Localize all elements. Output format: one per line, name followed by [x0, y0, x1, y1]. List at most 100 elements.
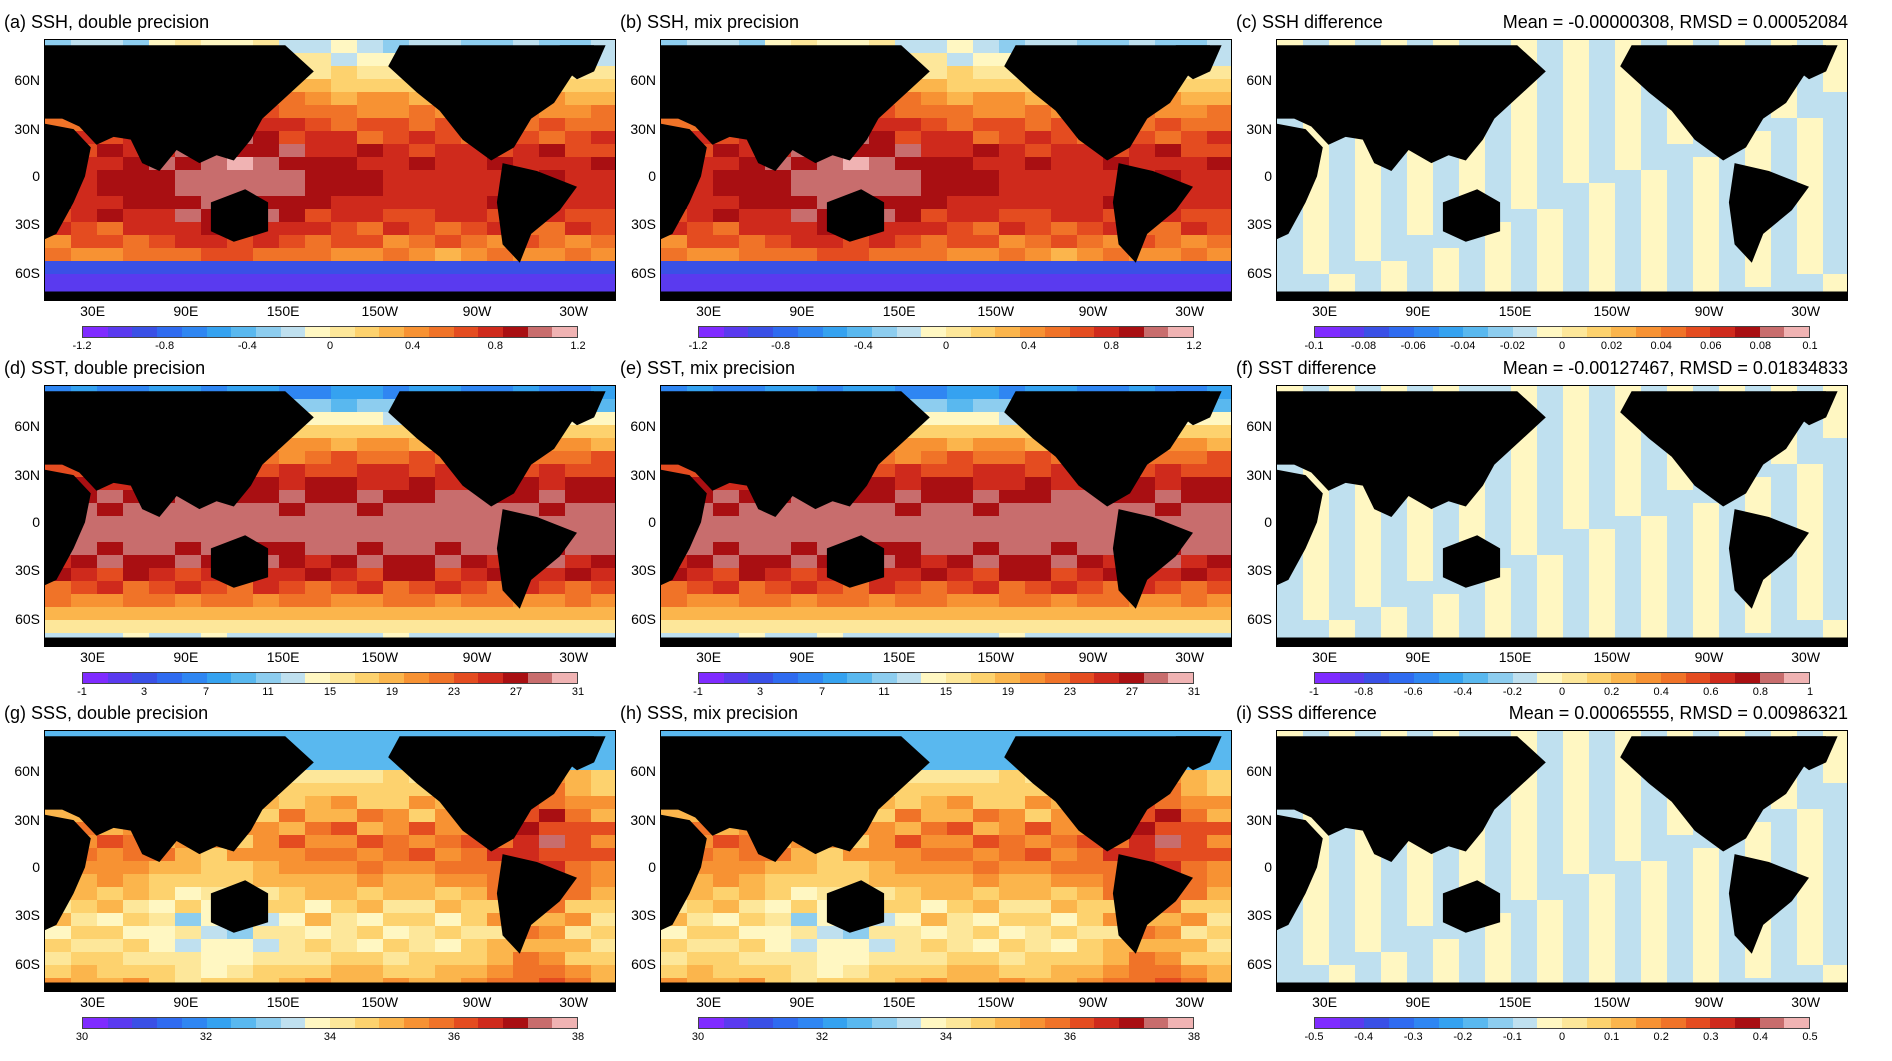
field-cell [1771, 620, 1798, 634]
field-cell [461, 581, 488, 595]
field-cell [895, 926, 922, 940]
lon-label: 90W [1694, 994, 1724, 1010]
field-cell [739, 991, 766, 992]
field-cell [305, 144, 332, 158]
colorbar-tick-label: 11 [878, 686, 890, 698]
field-cell [1433, 529, 1460, 543]
field-cell [895, 620, 922, 634]
field-cell [1103, 646, 1130, 647]
field-cell [279, 131, 306, 145]
field-cell [1589, 835, 1616, 849]
field-cell [279, 235, 306, 249]
field-cell [661, 646, 688, 647]
colorbar-swatch [379, 1018, 405, 1028]
field-cell [513, 144, 540, 158]
field-cell [999, 796, 1026, 810]
field-cell [739, 646, 766, 647]
land-south-america [496, 509, 577, 609]
field-cell [1511, 822, 1538, 836]
field-cell [1207, 261, 1231, 275]
field-cell [895, 848, 922, 862]
field-cell [1615, 874, 1642, 888]
field-cell [1485, 183, 1512, 197]
colorbar-swatch [995, 1018, 1021, 1028]
field-cell [895, 183, 922, 197]
colorbar-swatch [1784, 1018, 1810, 1028]
field-cell [739, 874, 766, 888]
field-cell [713, 183, 740, 197]
field-cell [1303, 261, 1330, 275]
field-cell [791, 926, 818, 940]
field-cell [1693, 170, 1720, 184]
field-cell [1667, 594, 1694, 608]
field-cell [1589, 235, 1616, 249]
field-cell [1303, 235, 1330, 249]
field-cell [1207, 170, 1231, 184]
field-cell [1207, 412, 1231, 426]
field-cell [947, 874, 974, 888]
field-cell [539, 848, 566, 862]
field-cell [1051, 170, 1078, 184]
field-cell [1025, 620, 1052, 634]
field-cell [45, 926, 72, 940]
field-cell [331, 796, 358, 810]
colorbar-swatch [1339, 1018, 1365, 1028]
field-cell [973, 196, 1000, 210]
land-antarctica [45, 291, 615, 300]
field-cell [1589, 503, 1616, 517]
field-cell [565, 157, 592, 171]
field-cell [1181, 477, 1208, 491]
field-cell [1823, 222, 1847, 236]
colorbar-tick-label: -0.4 [853, 340, 873, 352]
field-cell [1615, 568, 1642, 582]
field-cell [539, 248, 566, 262]
field-cell [1303, 965, 1330, 979]
field-cell [1485, 991, 1512, 992]
field-cell [1537, 822, 1564, 836]
lat-axis: 60N 30N 0 30S 60S [620, 730, 656, 992]
field-cell [305, 926, 332, 940]
field-cell [1459, 991, 1486, 992]
field-cell [843, 261, 870, 275]
colorbar-swatch [1020, 1018, 1045, 1028]
field-cell [1207, 79, 1231, 93]
field-cell [97, 183, 124, 197]
field-cell [409, 555, 436, 569]
field-cell [999, 105, 1026, 119]
field-cell [687, 594, 714, 608]
field-cell [357, 235, 384, 249]
field-cell [253, 477, 280, 491]
field-cell [383, 490, 410, 504]
field-cell [175, 222, 202, 236]
field-cell [947, 157, 974, 171]
field-cell [1615, 835, 1642, 849]
colorbar-swatch [1710, 1018, 1735, 1028]
field-cell [1051, 939, 1078, 953]
colorbar-swatch [921, 673, 947, 683]
field-cell [1129, 144, 1156, 158]
field-cell [1719, 952, 1746, 966]
field-cell [539, 503, 566, 517]
field-cell [331, 386, 358, 400]
field-cell [1511, 594, 1538, 608]
field-cell [357, 53, 384, 67]
field-cell [591, 131, 615, 145]
field-cell [1511, 952, 1538, 966]
field-cell [175, 274, 202, 288]
field-cell [1589, 991, 1616, 992]
field-cell [1051, 887, 1078, 901]
field-cell [1823, 261, 1847, 275]
field-cell [1303, 646, 1330, 647]
field-cell [383, 594, 410, 608]
field-cell [1355, 248, 1382, 262]
field-cell [305, 568, 332, 582]
field-cell [765, 183, 792, 197]
field-cell [973, 744, 1000, 758]
field-cell [409, 131, 436, 145]
field-cell [973, 170, 1000, 184]
field-cell [1459, 646, 1486, 647]
field-cell [921, 118, 948, 132]
field-cell [45, 991, 72, 992]
field-cell [1329, 646, 1356, 647]
field-cell [435, 222, 462, 236]
